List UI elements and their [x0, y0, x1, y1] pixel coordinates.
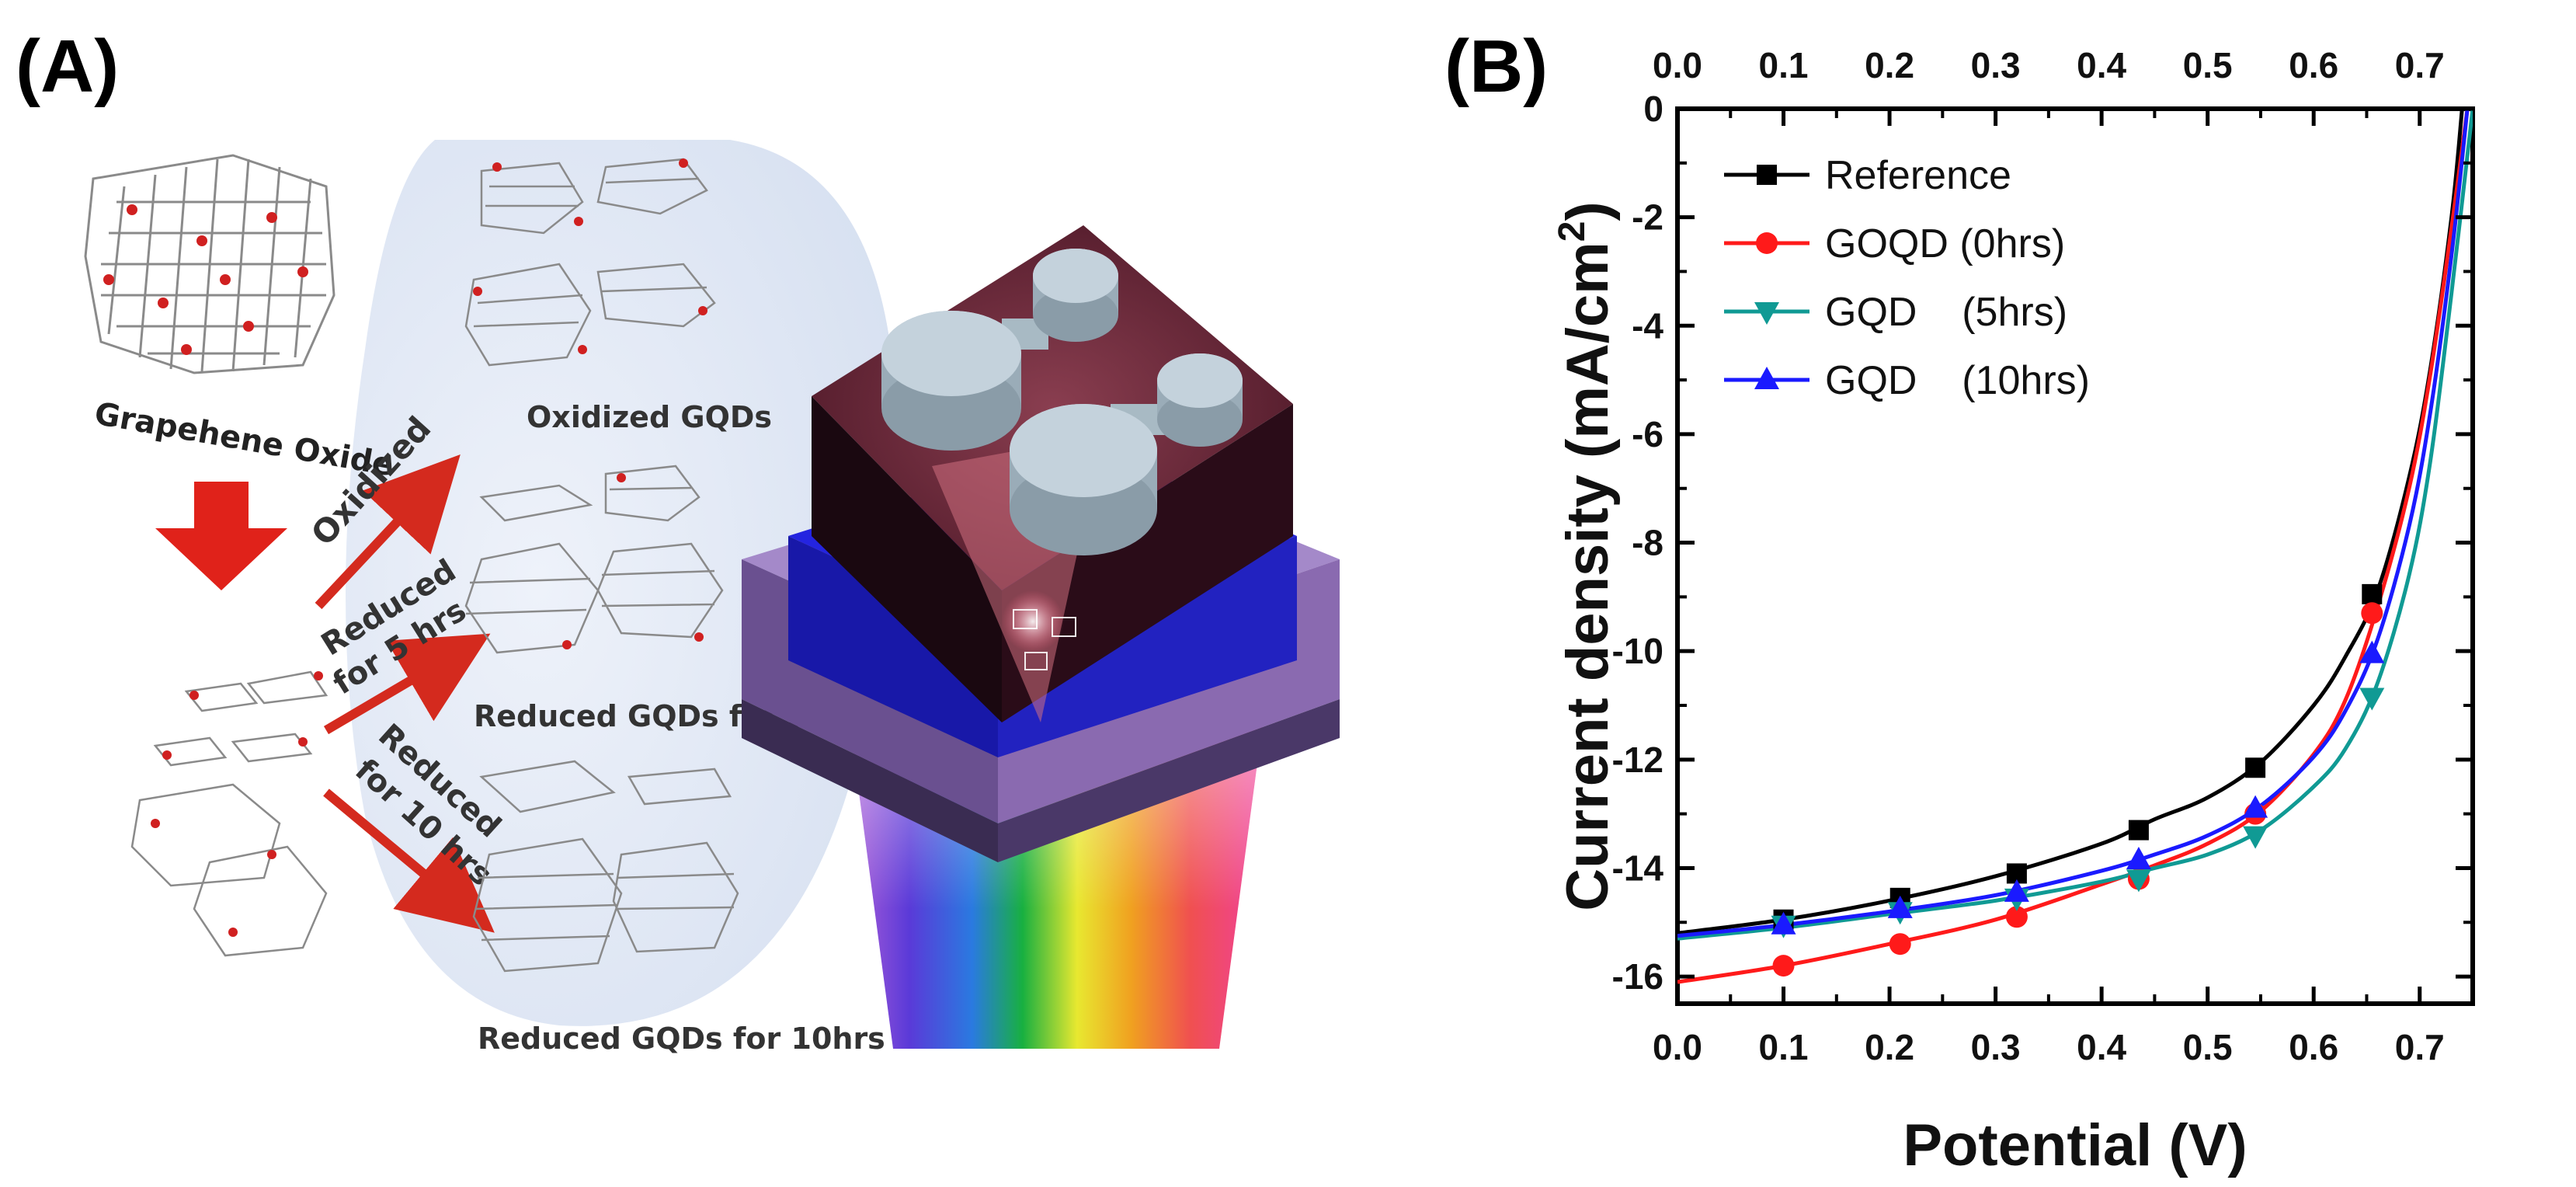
- series-1-point-1: [1889, 933, 1911, 956]
- reaction-arrows: [315, 454, 495, 933]
- x-tick-label-2: 0.2: [1865, 1027, 1914, 1067]
- x-tick-label-6: 0.6: [2289, 1027, 2338, 1067]
- graphene-oxide-sheet: [84, 154, 335, 374]
- x-top-tick-label-0: 0.0: [1653, 45, 1702, 85]
- series-3-point-1: [1887, 895, 1913, 918]
- series-2-point-5: [2359, 687, 2385, 711]
- oxidized-arrow: [315, 454, 461, 610]
- x-axis-title: Potential (V): [1903, 1112, 2247, 1178]
- y-axis-title-end: ): [1555, 201, 1621, 221]
- y-tick-label-7: -14: [1612, 848, 1664, 888]
- series-3-point-0: [1771, 911, 1796, 935]
- series-1-point-5: [2361, 602, 2383, 625]
- reduced-10-arrow: [323, 788, 495, 933]
- x-top-tick-label-5: 0.5: [2183, 45, 2233, 85]
- reduced-10-gqd-sheets: [472, 760, 739, 973]
- x-top-tick-label-6: 0.6: [2289, 45, 2338, 85]
- series-2-line: [1677, 109, 2473, 941]
- y-tick-label-5: -10: [1612, 631, 1663, 671]
- series-3-point-5: [2359, 640, 2385, 663]
- gqd-bubble: [346, 140, 897, 1026]
- electrodes: [881, 249, 1243, 555]
- y-axis-title-sup: 2: [1552, 221, 1593, 242]
- y-tick-label-1: -2: [1632, 197, 1663, 238]
- series-0-point-4: [2245, 757, 2266, 778]
- series-3-point-3: [2126, 846, 2151, 869]
- legend-marker-0: [1757, 165, 1777, 185]
- legend-marker-1: [1756, 232, 1778, 254]
- graphene-oxide-label: Grapehene Oxide: [92, 396, 396, 484]
- panel-a-letter: (A): [16, 25, 119, 108]
- x-tick-label-3: 0.3: [1971, 1027, 2021, 1067]
- x-tick-label-1: 0.1: [1759, 1027, 1809, 1067]
- down-arrow-icon: [155, 482, 287, 590]
- series-2-point-4: [2243, 826, 2268, 849]
- legend-label-3: GQD (10hrs): [1825, 358, 2090, 403]
- y-tick-label-3: -6: [1632, 414, 1663, 454]
- reduced-5-arrow: [323, 633, 491, 735]
- y-axis-title-main: Current density (mA/cm: [1555, 242, 1621, 911]
- series-3-point-4: [2243, 795, 2268, 818]
- panel-b-letter: (B): [1444, 25, 1548, 108]
- x-top-tick-label-4: 0.4: [2077, 45, 2126, 85]
- series-2-point-3: [2126, 869, 2151, 893]
- x-tick-label-4: 0.4: [2077, 1027, 2126, 1067]
- iv-chart: 0.0 0.0 0.1 0.1 0.2 0.2 0.3 0.3 0.4 0.4 0.5 0.5 0.6 0…: [1552, 45, 2475, 1178]
- legend-marker-2: [1754, 302, 1779, 325]
- x-top-tick-label-2: 0.2: [1865, 45, 1914, 85]
- series-1-point-2: [2005, 906, 2028, 928]
- series-3-point-2: [2004, 879, 2029, 902]
- x-top-tick-label-3: 0.3: [1971, 45, 2021, 85]
- active-layer-top: [812, 225, 1293, 590]
- oxidized-gqd-sheets: [464, 158, 716, 367]
- x-top-tick-label-1: 0.1: [1759, 45, 1809, 85]
- reduced-5-gqd-sheets: [464, 465, 724, 654]
- x-tick-label-5: 0.5: [2183, 1027, 2233, 1067]
- y-axis-title: Current density (mA/cm2): [1552, 201, 1621, 911]
- y-tick-label-6: -12: [1612, 740, 1663, 780]
- oxidized-gqds-label: Oxidized GQDs: [527, 400, 772, 434]
- y-tick-label-4: -8: [1632, 523, 1663, 563]
- reduced-gqds-10-label: Reduced GQDs for 10hrs: [478, 1022, 885, 1056]
- legend-label-2: GQD (5hrs): [1825, 290, 2067, 335]
- series-0-point-3: [2128, 820, 2149, 841]
- series-0-point-5: [2362, 583, 2383, 604]
- y-tick-label-2: -4: [1632, 305, 1663, 346]
- legend-marker-3: [1754, 367, 1779, 389]
- x-top-tick-label-7: 0.7: [2395, 45, 2445, 85]
- solar-cell-device: [742, 225, 1340, 1049]
- series-1-point-0: [1772, 955, 1795, 977]
- y-tick-label-0: 0: [1643, 89, 1663, 129]
- legend-label-1: GOQD (0hrs): [1825, 221, 2065, 266]
- y-tick-label-8: -16: [1612, 956, 1663, 997]
- gqd-fragments: [130, 670, 329, 957]
- x-tick-label-7: 0.7: [2395, 1027, 2445, 1067]
- panel-b: (B) 0.0 0.0 0.1 0.1 0.2 0.2 0.3 0.3 0.4 0.4 0.5 0.5…: [1444, 25, 2475, 1178]
- x-tick-label-0: 0.0: [1653, 1027, 1702, 1067]
- legend-label-0: Reference: [1825, 153, 2011, 198]
- panel-a: (A) Grapehene Oxide: [16, 25, 1340, 1056]
